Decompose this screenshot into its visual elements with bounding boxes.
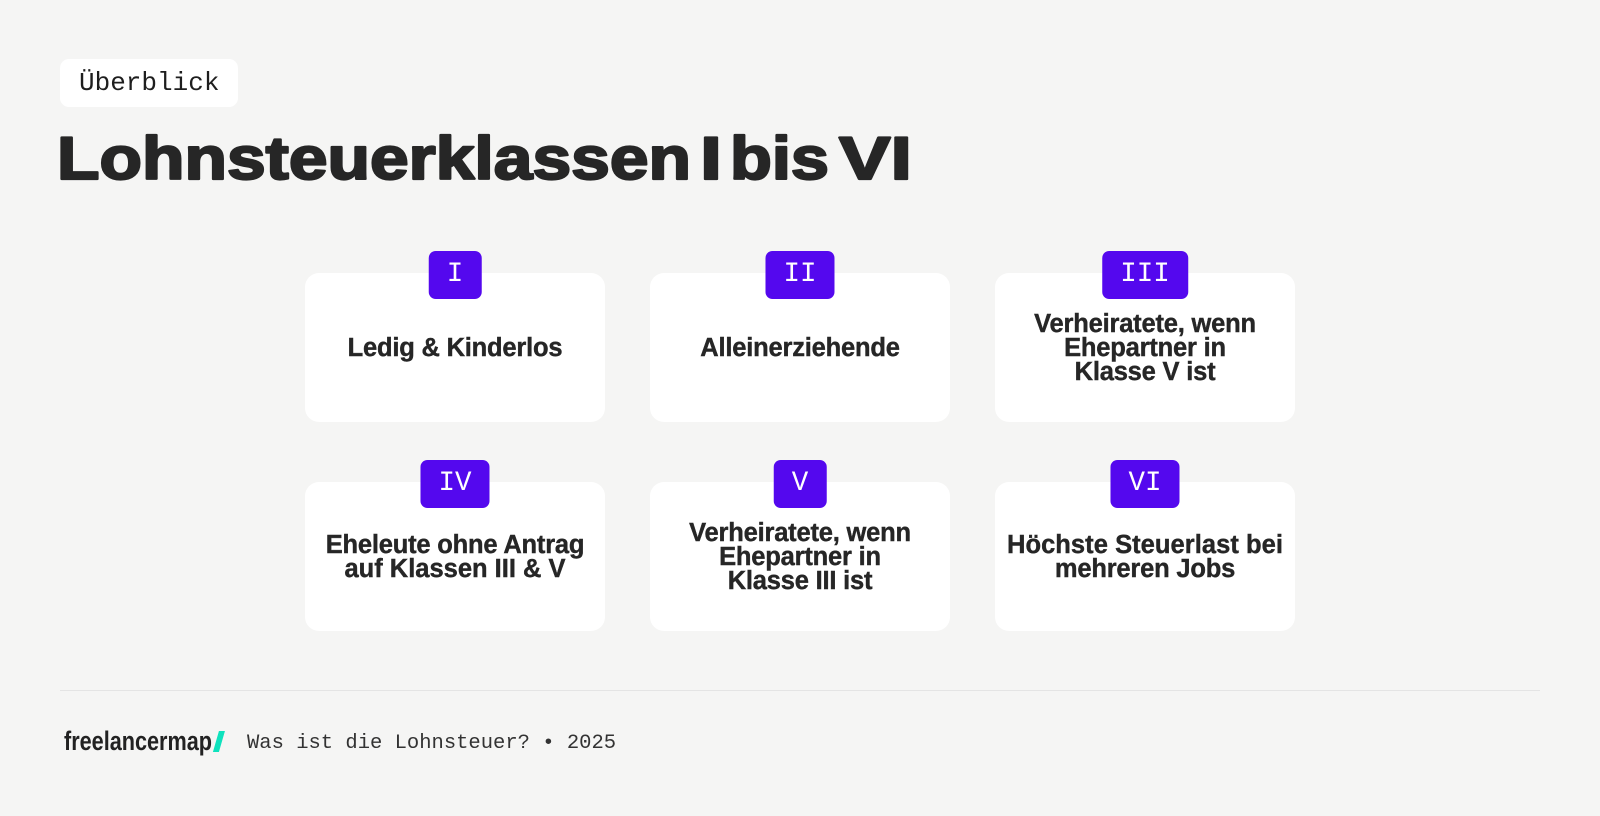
svg-text:I: I — [700, 125, 722, 192]
svg-text:Lohnsteuerklassen: Lohnsteuerklassen — [57, 125, 691, 192]
svg-text:freelancermap: freelancermap — [64, 726, 212, 756]
svg-text:VI: VI — [839, 125, 912, 192]
svg-text:bis: bis — [730, 125, 829, 192]
